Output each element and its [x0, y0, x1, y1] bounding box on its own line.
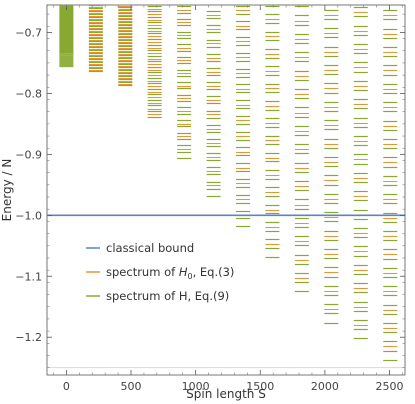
spectrum-column-S228	[88, 5, 103, 73]
spectrum-column-S683	[147, 5, 162, 119]
spectrum-level-green	[59, 5, 74, 54]
plot-frame-border	[46, 4, 406, 376]
legend-label-text: spectrum of H, Eq.(9)	[106, 289, 229, 303]
legend-item: classical bound	[86, 241, 194, 255]
spectrum-column-S1367	[236, 5, 251, 228]
x-tick-label: 2000	[311, 380, 339, 393]
spectrum-column-S2050	[324, 9, 339, 325]
y-tick-label: −0.8	[15, 87, 42, 100]
legend-label-text: spectrum of	[106, 265, 179, 279]
legend-subscript: 0	[187, 272, 192, 281]
y-tick-label: −1.1	[15, 270, 42, 283]
spectrum-column-S911	[177, 5, 192, 160]
y-tick-label: −0.9	[15, 148, 42, 161]
legend-item: spectrum of H, Eq.(9)	[86, 289, 229, 303]
x-tick-label: 500	[121, 380, 142, 393]
spectrum-column-S1594	[265, 5, 280, 259]
spectrum-column-S1139	[206, 5, 221, 198]
y-tick-label: −1.2	[15, 331, 42, 344]
spectrum-column-S456	[118, 5, 133, 87]
y-tick-label: −0.7	[15, 26, 42, 39]
legend-label-rest: , Eq.(3)	[193, 265, 235, 279]
spectrum-level-green	[59, 53, 74, 68]
x-tick-label: 1500	[246, 380, 274, 393]
legend-label: classical bound	[106, 241, 194, 255]
x-tick-label: 1000	[182, 380, 210, 393]
y-tick-label: −1.0	[15, 209, 42, 222]
x-tick-label: 2500	[375, 380, 403, 393]
x-tick-label: 0	[63, 380, 70, 393]
x-axis-label: Spin length S	[186, 387, 266, 401]
spectra-layer	[59, 5, 398, 362]
y-axis-label: Energy / N	[0, 159, 14, 222]
legend-symbol: H	[179, 265, 188, 279]
spectrum-column-S1822	[294, 5, 309, 293]
spectrum-column-S2278	[353, 6, 368, 340]
axes-layer: 0 500 1000 1500 2000 2500 −0.7 −0.8 −0.9 −1.0 −1.1…	[0, 5, 405, 401]
spectrum-column-S0	[59, 5, 74, 68]
legend-label-text: classical bound	[106, 241, 194, 255]
legend-label: spectrum of H, Eq.(9)	[106, 289, 229, 303]
spectrum-column-S2506	[383, 9, 398, 362]
legend-item: spectrum of H0, Eq.(3)	[86, 265, 234, 281]
plot-frame	[46, 4, 406, 376]
legend-label: spectrum of H0, Eq.(3)	[106, 265, 234, 281]
